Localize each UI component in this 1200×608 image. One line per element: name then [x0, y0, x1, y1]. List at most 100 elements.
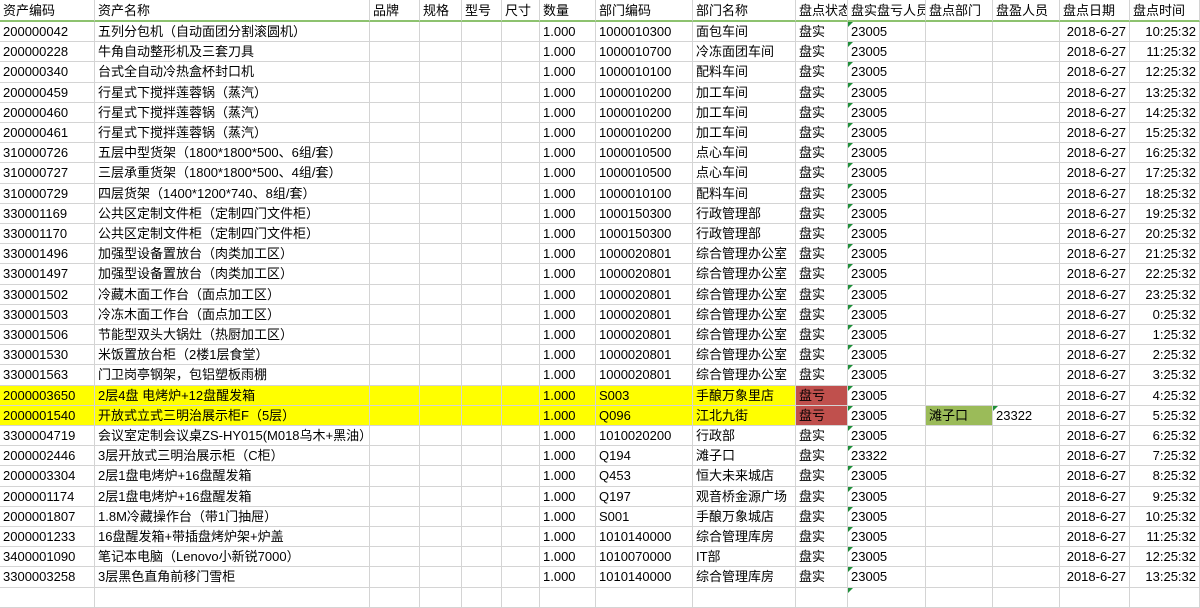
size-cell[interactable]	[502, 163, 540, 184]
asset-code-cell[interactable]	[0, 587, 95, 608]
size-cell[interactable]	[502, 405, 540, 426]
check-time-cell[interactable]: 12:25:32	[1130, 62, 1200, 83]
surplus-person-cell[interactable]	[993, 345, 1060, 366]
check-time-cell[interactable]: 13:25:32	[1130, 567, 1200, 588]
check-status-cell[interactable]: 盘实	[796, 365, 848, 386]
asset-code-cell[interactable]: 2000001174	[0, 486, 95, 507]
brand-cell[interactable]	[370, 224, 420, 245]
asset-name-cell[interactable]: 2层4盘 电烤炉+12盘醒发箱	[95, 385, 370, 406]
dept-code-cell[interactable]: 1000010700	[596, 42, 693, 63]
check-dept-cell[interactable]	[926, 385, 993, 406]
size-cell[interactable]	[502, 365, 540, 386]
quantity-cell[interactable]: 1.000	[540, 325, 596, 346]
asset-code-cell[interactable]: 330001506	[0, 325, 95, 346]
surplus-person-cell[interactable]	[993, 203, 1060, 224]
dept-code-cell[interactable]: 1000150300	[596, 203, 693, 224]
asset-name-cell[interactable]: 加强型设备置放台（肉类加工区）	[95, 244, 370, 265]
check-status-cell[interactable]: 盘实	[796, 284, 848, 305]
size-cell[interactable]	[502, 426, 540, 447]
asset-name-cell[interactable]: 行星式下搅拌莲蓉锅（蒸汽）	[95, 102, 370, 123]
surplus-person-cell[interactable]: 23322	[993, 405, 1060, 426]
checker-cell[interactable]: 23005	[848, 365, 926, 386]
check-dept-cell[interactable]	[926, 264, 993, 285]
check-date-cell[interactable]: 2018-6-27	[1060, 567, 1130, 588]
surplus-person-cell[interactable]	[993, 264, 1060, 285]
model-cell[interactable]	[462, 466, 502, 487]
brand-cell[interactable]	[370, 506, 420, 527]
dept-code-cell[interactable]: 1000020801	[596, 284, 693, 305]
quantity-cell[interactable]: 1.000	[540, 284, 596, 305]
check-dept-cell[interactable]	[926, 244, 993, 265]
brand-cell[interactable]	[370, 264, 420, 285]
model-cell[interactable]	[462, 183, 502, 204]
check-date-cell[interactable]: 2018-6-27	[1060, 163, 1130, 184]
column-header-dept-code[interactable]: 部门编码	[596, 0, 693, 22]
asset-code-cell[interactable]: 2000003304	[0, 466, 95, 487]
dept-code-cell[interactable]: 1000010500	[596, 143, 693, 164]
dept-code-cell[interactable]: 1000010200	[596, 102, 693, 123]
dept-name-cell[interactable]: 行政管理部	[693, 203, 796, 224]
dept-code-cell[interactable]: Q096	[596, 405, 693, 426]
spec-cell[interactable]	[420, 345, 462, 366]
check-dept-cell[interactable]: 滩子口	[926, 405, 993, 426]
quantity-cell[interactable]: 1.000	[540, 446, 596, 467]
dept-name-cell[interactable]: 行政管理部	[693, 224, 796, 245]
column-header-brand[interactable]: 品牌	[370, 0, 420, 22]
check-dept-cell[interactable]	[926, 547, 993, 568]
quantity-cell[interactable]	[540, 587, 596, 608]
dept-name-cell[interactable]: 江北九街	[693, 405, 796, 426]
size-cell[interactable]	[502, 224, 540, 245]
dept-code-cell[interactable]: S001	[596, 506, 693, 527]
column-header-asset-code[interactable]: 资产编码	[0, 0, 95, 22]
dept-code-cell[interactable]: 1000020801	[596, 244, 693, 265]
check-dept-cell[interactable]	[926, 22, 993, 43]
asset-code-cell[interactable]: 310000729	[0, 183, 95, 204]
asset-name-cell[interactable]: 牛角自动整形机及三套刀具	[95, 42, 370, 63]
check-status-cell[interactable]: 盘实	[796, 102, 848, 123]
model-cell[interactable]	[462, 143, 502, 164]
asset-code-cell[interactable]: 330001503	[0, 304, 95, 325]
check-time-cell[interactable]: 23:25:32	[1130, 284, 1200, 305]
dept-code-cell[interactable]: Q197	[596, 486, 693, 507]
asset-name-cell[interactable]: 台式全自动冷热盒杯封口机	[95, 62, 370, 83]
column-header-checker[interactable]: 盘实盘亏人员	[848, 0, 926, 22]
check-dept-cell[interactable]	[926, 567, 993, 588]
size-cell[interactable]	[502, 527, 540, 548]
dept-name-cell[interactable]: 加工车间	[693, 123, 796, 144]
check-date-cell[interactable]: 2018-6-27	[1060, 123, 1130, 144]
dept-code-cell[interactable]: 1000020801	[596, 345, 693, 366]
asset-code-cell[interactable]: 200000340	[0, 62, 95, 83]
check-status-cell[interactable]	[796, 587, 848, 608]
asset-name-cell[interactable]: 开放式立式三明治展示柜F（5层）	[95, 405, 370, 426]
asset-code-cell[interactable]: 2000002446	[0, 446, 95, 467]
dept-name-cell[interactable]: 冷冻面团车间	[693, 42, 796, 63]
checker-cell[interactable]: 23005	[848, 506, 926, 527]
dept-name-cell[interactable]: 综合管理办公室	[693, 284, 796, 305]
spec-cell[interactable]	[420, 567, 462, 588]
spec-cell[interactable]	[420, 183, 462, 204]
asset-code-cell[interactable]: 310000726	[0, 143, 95, 164]
asset-name-cell[interactable]: 3层黑色直角前移门雪柜	[95, 567, 370, 588]
size-cell[interactable]	[502, 587, 540, 608]
spec-cell[interactable]	[420, 224, 462, 245]
checker-cell[interactable]: 23005	[848, 567, 926, 588]
dept-name-cell[interactable]: 综合管理库房	[693, 527, 796, 548]
quantity-cell[interactable]: 1.000	[540, 183, 596, 204]
check-status-cell[interactable]: 盘实	[796, 486, 848, 507]
brand-cell[interactable]	[370, 102, 420, 123]
spec-cell[interactable]	[420, 365, 462, 386]
size-cell[interactable]	[502, 123, 540, 144]
check-time-cell[interactable]: 1:25:32	[1130, 325, 1200, 346]
dept-name-cell[interactable]: 恒大未来城店	[693, 466, 796, 487]
quantity-cell[interactable]: 1.000	[540, 405, 596, 426]
model-cell[interactable]	[462, 325, 502, 346]
size-cell[interactable]	[502, 567, 540, 588]
dept-name-cell[interactable]: 加工车间	[693, 102, 796, 123]
brand-cell[interactable]	[370, 486, 420, 507]
brand-cell[interactable]	[370, 143, 420, 164]
check-time-cell[interactable]: 3:25:32	[1130, 365, 1200, 386]
check-dept-cell[interactable]	[926, 183, 993, 204]
dept-code-cell[interactable]: Q453	[596, 466, 693, 487]
brand-cell[interactable]	[370, 325, 420, 346]
check-time-cell[interactable]: 19:25:32	[1130, 203, 1200, 224]
